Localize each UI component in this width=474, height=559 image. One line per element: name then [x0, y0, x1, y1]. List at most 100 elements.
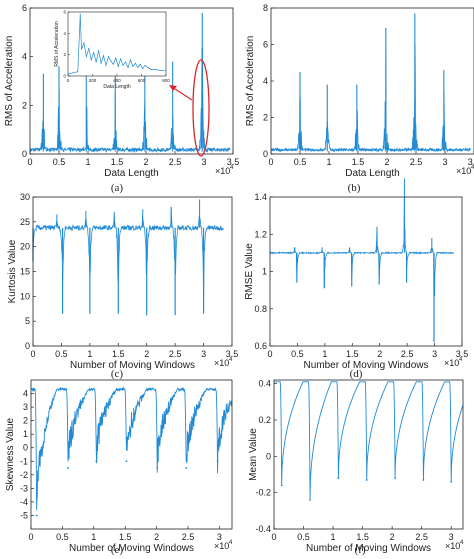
x-tick-label: 2 [154, 532, 159, 542]
inset-point [79, 13, 81, 15]
inset-x-tick-label: 0 [67, 78, 70, 83]
x-tick-label: 2 [143, 157, 148, 167]
inset-point [134, 62, 136, 64]
inset-point [165, 70, 167, 72]
x-multiplier-exp: 4 [459, 357, 463, 363]
y-tick-label: 0.4 [258, 379, 271, 389]
x-tick-label: 0.5 [294, 157, 307, 167]
x-tick-label: 2.5 [410, 157, 423, 167]
x-tick-label: 0.5 [56, 532, 69, 542]
inset-point [120, 58, 122, 60]
inset-point [72, 72, 74, 74]
drop-minimum-mark [95, 460, 98, 463]
x-tick-label: 1.5 [119, 532, 132, 542]
x-tick-label: 1 [331, 532, 336, 542]
inset-point [93, 52, 95, 54]
callout-arrowhead [169, 85, 177, 91]
x-tick-label: 0.5 [291, 349, 304, 359]
x-axis-label: Number of Moving Windows [303, 360, 428, 371]
panel-caption: (b) [348, 182, 361, 194]
y-axis-label: Skewness Value [5, 417, 16, 491]
drop-minimum-mark [365, 479, 368, 481]
y-tick-label: 0 [266, 451, 271, 461]
x-multiplier: ×10 [445, 541, 460, 551]
inset-point [112, 63, 114, 65]
y-tick-label: 1.2 [254, 229, 267, 239]
inset-x-tick-label: 400 [113, 78, 121, 83]
x-tick-label: 0 [30, 349, 35, 359]
panel-e: 0 0.5 1 1.5 2 2.5 3 -5 -4 -3 -2 -1 0 1 2 3 4 Number of Mo… [5, 379, 233, 556]
x-tick-label: 2 [377, 349, 382, 359]
x-tick-label: 3.5 [468, 157, 474, 167]
drop-minimum-mark [422, 479, 425, 481]
y-tick-label: 15 [20, 267, 30, 277]
drop-minimum-mark [185, 467, 188, 469]
y-axis-label: RMS of Acceleration [4, 36, 15, 127]
inset-point [129, 59, 131, 61]
x-axis-label: Data Length [104, 168, 159, 179]
x-tick-label: 1 [326, 157, 331, 167]
inset-point [98, 49, 100, 51]
inset-point [144, 64, 146, 66]
callout-arrow-line [171, 86, 193, 101]
inset-x-tick-label: 800 [162, 78, 170, 83]
y-tick-label: 1 [262, 267, 267, 277]
x-tick-label: 1 [87, 349, 92, 359]
x-tick-label: 0.5 [55, 349, 68, 359]
inset-point [110, 60, 112, 62]
inset-point [115, 57, 117, 59]
x-tick-label: 0.5 [297, 532, 310, 542]
panel-b: 0 0.5 1 1.5 2 2.5 3 3.5 0 2 4 6 8 Data Length RMS of A… [245, 3, 474, 194]
inset-point [122, 64, 124, 66]
panel-f: 0 0.5 1 1.5 2 2.5 3 -0.4 -0.2 0 0.2 0.4 Number of Mo… [248, 379, 464, 556]
y-tick-label: 2 [263, 113, 268, 123]
inset-y-tick-label: 6 [63, 10, 66, 15]
y-tick-label: 0 [25, 341, 30, 351]
y-tick-label: -2 [20, 470, 28, 480]
x-tick-label: 1.5 [356, 532, 369, 542]
inset-x-axis-label: Data Length [103, 84, 130, 90]
plot-frame [29, 7, 234, 155]
x-tick-label: 0.5 [53, 157, 66, 167]
y-tick-label: 4 [23, 389, 28, 399]
y-tick-label: 1 [23, 429, 28, 439]
x-multiplier: ×10 [215, 166, 230, 176]
x-multiplier: ×10 [444, 358, 459, 368]
x-tick-label: 1 [91, 532, 96, 542]
y-tick-label: 6 [263, 40, 268, 50]
plot-frame [30, 379, 233, 530]
panel-caption: (d) [350, 368, 363, 380]
x-multiplier-exp: 4 [229, 357, 233, 363]
series-line [30, 386, 233, 511]
x-multiplier-exp: 4 [471, 165, 474, 171]
x-tick-label: 2.5 [182, 532, 195, 542]
x-tick-label: 3 [201, 349, 206, 359]
drop-minimum-mark [309, 499, 311, 501]
y-tick-label: 4 [263, 76, 268, 86]
x-tick-label: 2 [384, 157, 389, 167]
y-tick-label: 5 [25, 316, 30, 326]
drop-minimum-mark [337, 477, 340, 480]
x-axis-label: Number of Moving Windows [69, 543, 194, 554]
x-axis-label: Number of Moving Windows [70, 360, 195, 371]
inset-point [77, 71, 79, 73]
x-tick-label: 1 [322, 349, 327, 359]
y-tick-label: 0.8 [254, 304, 267, 314]
y-tick-label: 2 [22, 100, 27, 110]
inset-y-axis-label: RMS of Acceleration [54, 21, 60, 67]
y-axis-label: Mean Value [248, 428, 259, 481]
y-tick-label: 4 [22, 52, 27, 62]
inset-point [88, 47, 90, 49]
inset-plot: 0 200 400 600 800 0 2 4 6 Data Length RMS of Accel… [54, 10, 170, 91]
x-tick-label: 1.5 [111, 157, 124, 167]
x-tick-label: 3.5 [456, 349, 469, 359]
plot-frame [269, 196, 463, 347]
y-tick-label: 0.6 [254, 341, 267, 351]
inset-x-tick-label: 200 [89, 78, 97, 83]
inset-point [117, 65, 119, 67]
series-line [274, 381, 464, 500]
x-tick-label: 3 [442, 157, 447, 167]
x-axis-label: Data Length [345, 168, 400, 179]
inset-point [83, 42, 85, 44]
x-tick-label: 0 [27, 157, 32, 167]
